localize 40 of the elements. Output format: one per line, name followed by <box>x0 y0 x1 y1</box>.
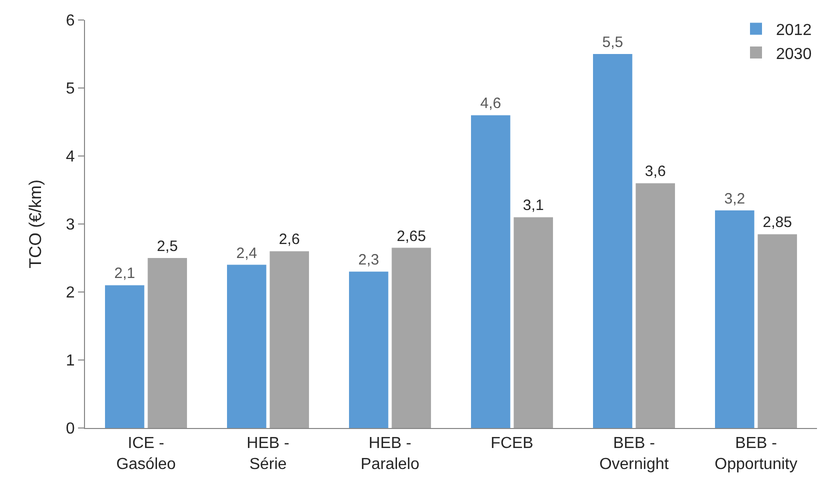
y-tick-label: 2 <box>66 284 75 302</box>
data-label: 2,1 <box>114 265 136 282</box>
bar <box>636 183 675 428</box>
data-label: 3,1 <box>522 197 544 214</box>
y-axis-title: TCO (€/km) <box>26 180 45 268</box>
y-tick-label: 3 <box>66 216 75 234</box>
legend-label: 2012 <box>776 22 812 39</box>
data-label: 2,85 <box>762 214 792 232</box>
x-tick-label: BEB - Overnight <box>599 435 670 473</box>
y-tick-label: 6 <box>66 12 75 30</box>
bar <box>105 285 144 428</box>
x-tick-label: FCEB <box>490 435 534 452</box>
data-label: 3,6 <box>644 163 666 180</box>
legend-label: 2030 <box>776 46 812 63</box>
data-label: 5,5 <box>602 34 624 51</box>
bar <box>471 115 510 428</box>
x-tick-label: HEB - Série <box>246 435 290 473</box>
bar <box>349 272 388 428</box>
data-label: 2,65 <box>396 228 426 245</box>
data-label: 2,4 <box>236 244 258 262</box>
data-label: 2,5 <box>156 238 178 255</box>
y-tick-label: 4 <box>66 148 75 166</box>
bar <box>514 217 553 428</box>
x-tick-label: BEB - Opportunity <box>714 435 798 473</box>
bar <box>758 234 797 428</box>
y-tick-label: 0 <box>66 420 75 438</box>
data-label: 3,2 <box>724 190 746 208</box>
x-tick-label: HEB - Paralelo <box>360 435 420 473</box>
y-tick-label: 5 <box>66 80 75 98</box>
data-label: 2,6 <box>278 231 300 248</box>
bar <box>270 251 309 428</box>
data-label: 4,6 <box>480 95 502 112</box>
bar <box>715 210 754 428</box>
bar <box>593 54 632 428</box>
bar <box>392 248 431 428</box>
data-label: 2,3 <box>358 252 380 269</box>
y-tick-label: 1 <box>66 352 75 370</box>
x-tick-label: ICE - Gasóleo <box>116 435 176 473</box>
bar <box>148 258 187 428</box>
bar <box>227 264 266 428</box>
